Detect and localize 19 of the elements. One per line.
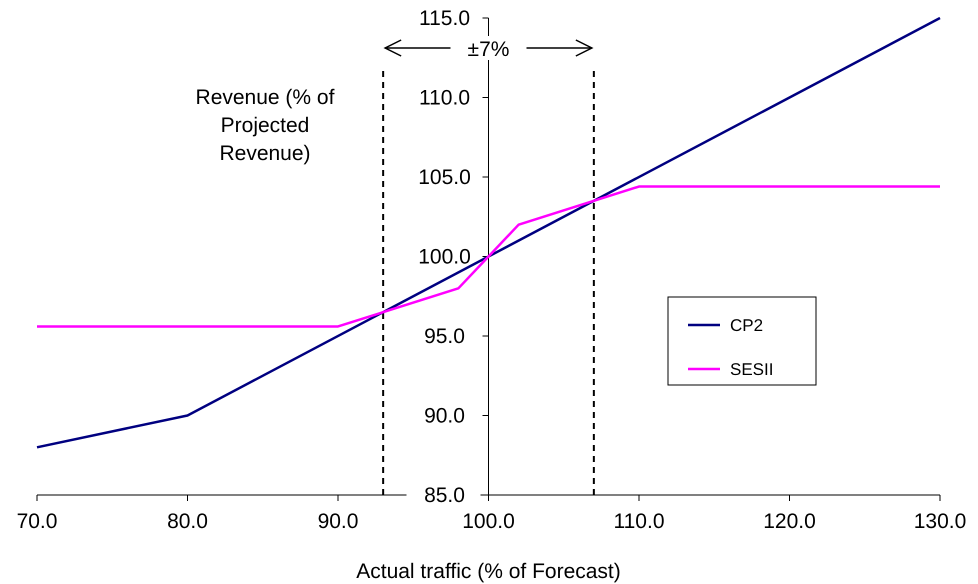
y-tick-label: 110.0 (419, 86, 470, 110)
y-tick-label: 100.0 (418, 246, 471, 268)
y-tick-label: 90.0 (424, 404, 465, 428)
y-axis-title: Revenue (% of Projected Revenue) (196, 86, 335, 165)
y-tick-label: 95.0 (424, 325, 465, 348)
x-tick-label: 80.0 (167, 510, 208, 533)
x-axis-title: Actual traffic (% of Forecast) (356, 560, 621, 583)
annotation: ±7% (468, 38, 510, 61)
x-tick-label: 110.0 (614, 510, 664, 533)
x-tick-label: 130.0 (914, 510, 966, 533)
y-tick-label: 115.0 (419, 7, 470, 30)
y-tick-label: 105.0 (418, 166, 471, 189)
x-tick-label: 90.0 (318, 510, 358, 533)
legend-label: SESII (730, 360, 774, 379)
x-tick-label: 70.0 (16, 510, 58, 533)
x-tick-label: 120.0 (763, 510, 816, 533)
legend-label: CP2 (730, 316, 764, 335)
x-tick-label: 100.0 (462, 510, 515, 533)
y-tick-label: 85.0 (424, 484, 465, 507)
